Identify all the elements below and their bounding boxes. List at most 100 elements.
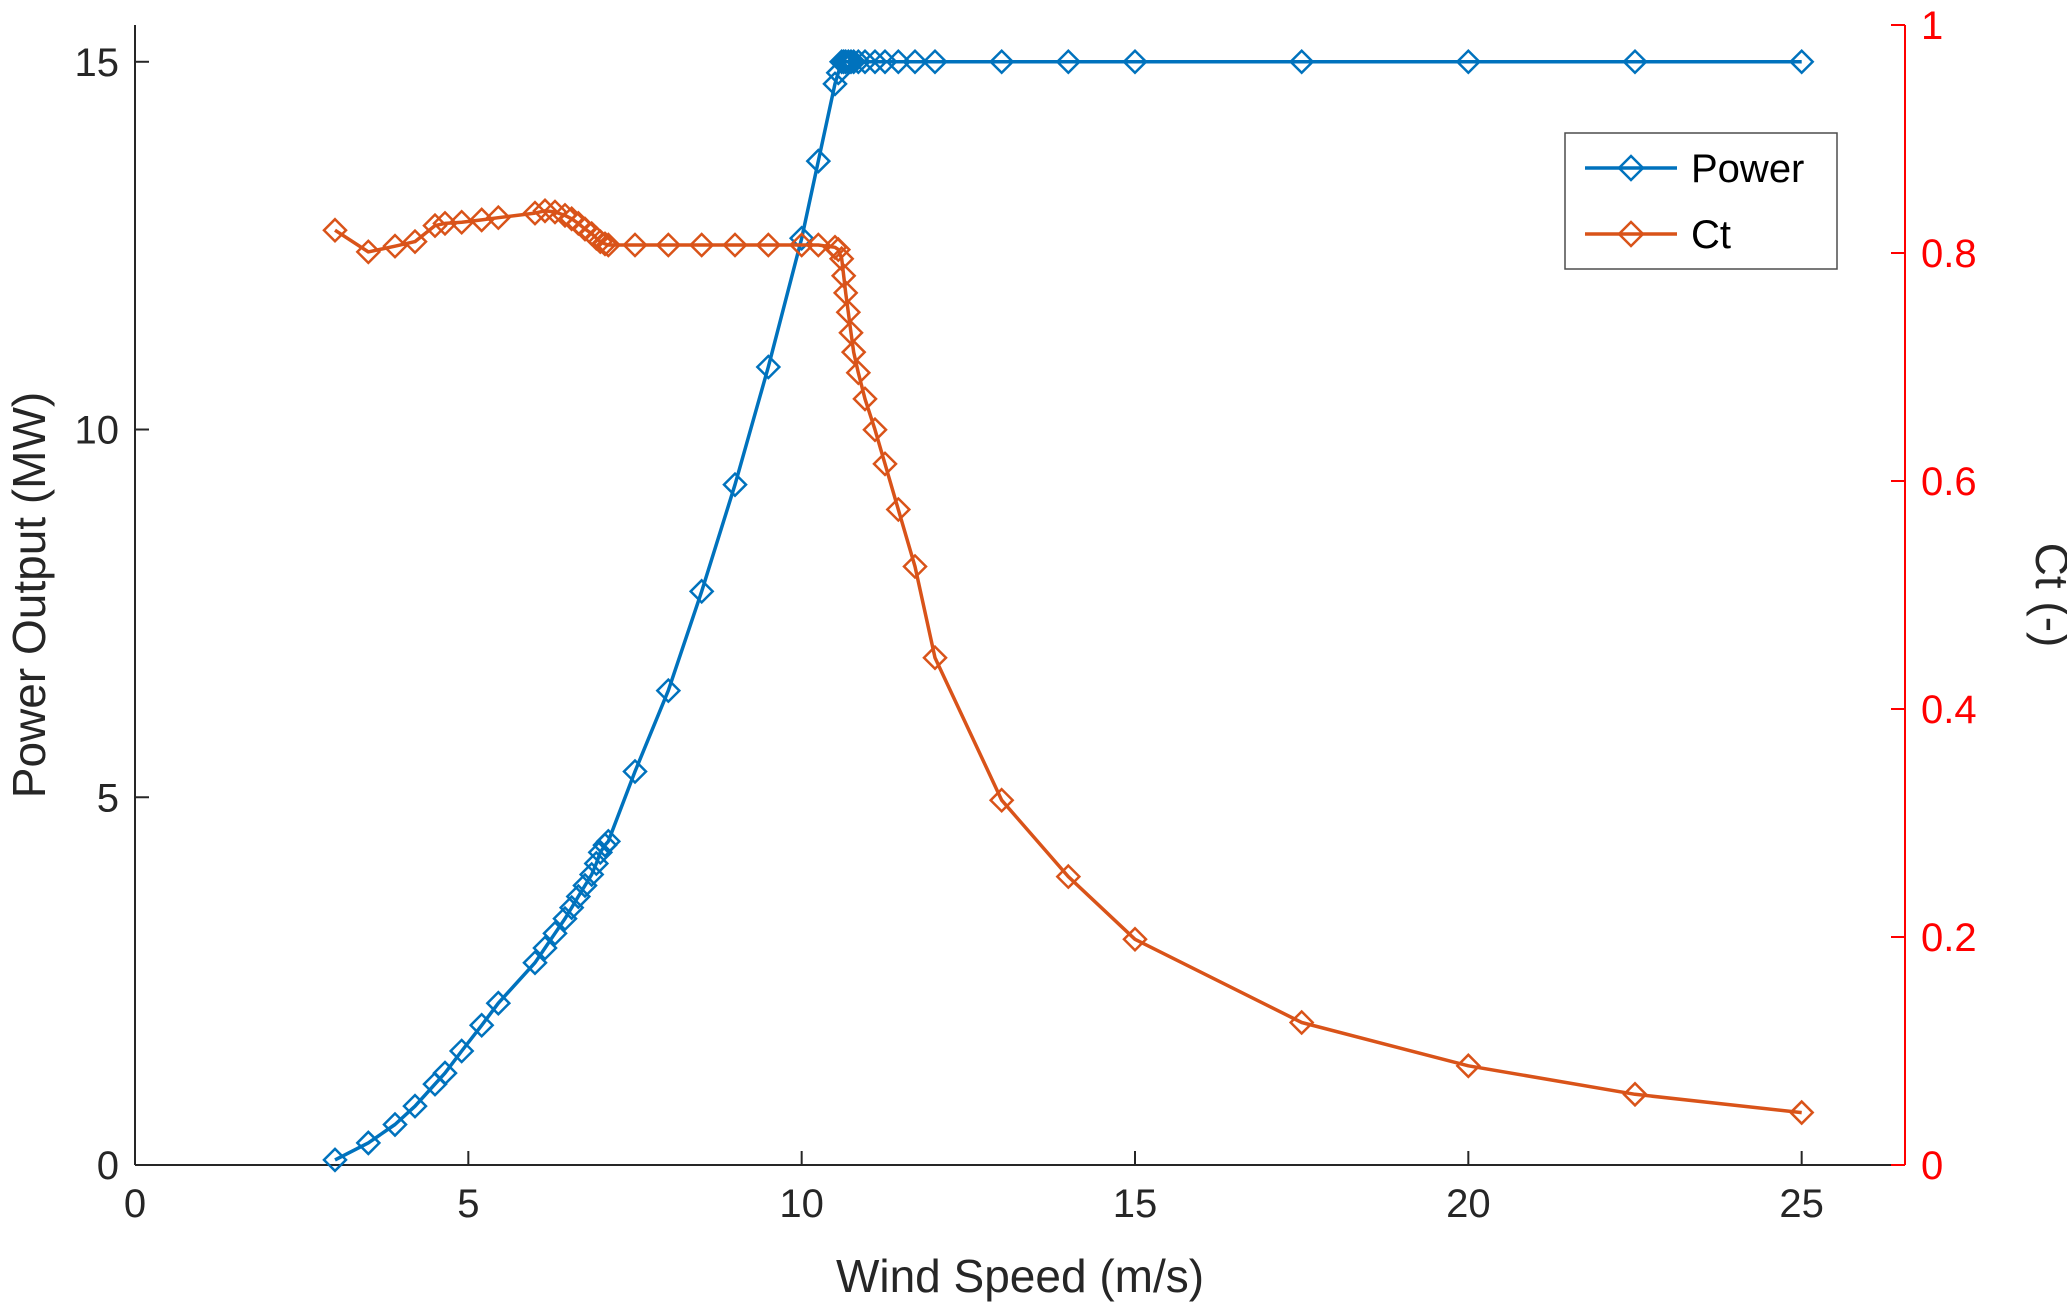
diamond-marker (852, 386, 878, 412)
diamond-marker (1788, 1099, 1815, 1126)
diamond-marker (885, 49, 912, 75)
diamond-marker (902, 553, 928, 580)
diamond-marker (805, 232, 832, 258)
diamond-marker (1055, 49, 1082, 75)
diamond-marker (845, 359, 872, 386)
diamond-marker (1122, 49, 1148, 75)
diamond-marker (828, 49, 855, 75)
diamond-marker (468, 1012, 495, 1039)
diamond-marker (448, 209, 475, 235)
diamond-marker (1288, 1009, 1315, 1036)
left-y-axis-label: Power Output (MW) (3, 392, 55, 798)
diamond-marker (830, 263, 857, 289)
x-axis-label: Wind Speed (m/s) (836, 1250, 1204, 1302)
diamond-marker (522, 949, 548, 976)
diamond-marker (862, 49, 888, 75)
diamond-marker (432, 1060, 458, 1086)
diamond-marker (1055, 863, 1082, 890)
diamond-marker (355, 239, 382, 265)
power-series-line (334, 60, 1802, 1162)
x-tick-label: 15 (1113, 1182, 1158, 1226)
diamond-marker (532, 935, 558, 961)
diamond-marker (852, 49, 878, 75)
diamond-marker (828, 245, 855, 272)
diamond-marker (805, 148, 832, 174)
diamond-marker (688, 232, 715, 258)
diamond-marker (902, 49, 928, 75)
x-tick-label: 0 (124, 1182, 146, 1226)
diamond-marker (382, 1111, 408, 1138)
diamond-marker (402, 1093, 428, 1119)
diamond-marker (592, 231, 618, 257)
diamond-marker (322, 1147, 348, 1173)
diamond-marker (402, 228, 428, 255)
diamond-marker (840, 339, 867, 365)
diamond-marker (722, 471, 748, 498)
legend-label-ct: Ct (1691, 213, 1731, 257)
diamond-marker (845, 49, 872, 75)
x-tick-label: 10 (779, 1182, 824, 1226)
diamond-marker (382, 233, 408, 259)
diamond-marker (755, 232, 782, 258)
ct-series-line (334, 209, 1802, 1115)
diamond-marker (825, 236, 852, 263)
diamond-marker (522, 200, 548, 226)
diamond-marker (1622, 49, 1648, 75)
diamond-marker (1788, 49, 1815, 75)
right-y-tick-label: 1 (1921, 4, 1943, 48)
diamond-marker (448, 1038, 475, 1064)
diamond-marker (572, 216, 598, 242)
diamond-marker (755, 354, 782, 380)
diamond-marker (655, 677, 682, 704)
diamond-marker (1622, 1081, 1648, 1108)
diamond-marker (1122, 926, 1148, 953)
diamond-marker (565, 883, 592, 910)
right-y-tick-label: 0.8 (1921, 232, 1977, 276)
left-y-tick-label: 15 (75, 41, 120, 85)
diamond-marker (988, 787, 1015, 813)
diamond-marker (885, 496, 912, 523)
plot-area: 0 5 10 15 20 25 0 5 10 15 0 0.2 0.4 0.6 0.8 1 Power Ct (75, 4, 1977, 1226)
diamond-marker (788, 232, 815, 258)
right-y-tick-label: 0.2 (1921, 916, 1977, 960)
x-tick-label: 25 (1779, 1182, 1824, 1226)
power-series-markers (322, 49, 1815, 1173)
diamond-marker (688, 578, 715, 605)
diamond-marker (572, 872, 598, 899)
diamond-marker (1455, 49, 1482, 75)
right-y-tick-label: 0.4 (1921, 688, 1977, 732)
right-y-tick-label: 0 (1921, 1144, 1943, 1188)
x-tick-label: 20 (1446, 1182, 1491, 1226)
diamond-marker (558, 894, 585, 921)
diamond-marker (1617, 220, 1645, 248)
diamond-marker (355, 1130, 382, 1156)
legend-box (1564, 132, 1838, 270)
diamond-marker (862, 416, 888, 443)
diamond-marker (587, 228, 614, 255)
diamond-marker (542, 920, 568, 947)
diamond-marker (1288, 49, 1315, 75)
left-y-tick-label: 0 (97, 1144, 119, 1188)
diamond-marker (622, 758, 648, 785)
diamond-marker (595, 232, 622, 258)
right-y-axis-label: Ct (-) (2026, 543, 2067, 648)
diamond-marker (622, 232, 648, 258)
ct-series-markers (322, 198, 1815, 1126)
right-y-tick-label: 0.6 (1921, 460, 1977, 504)
diamond-marker (1455, 1053, 1482, 1079)
diamond-marker (788, 225, 815, 252)
diamond-marker (1617, 154, 1645, 182)
left-y-tick-label: 5 (97, 776, 119, 820)
diamond-marker (485, 204, 512, 231)
legend-label-power: Power (1691, 147, 1804, 191)
diamond-marker (922, 49, 948, 75)
diamond-marker (422, 212, 448, 239)
diamond-marker (722, 232, 748, 258)
left-y-tick-label: 10 (75, 409, 120, 453)
diamond-marker (552, 905, 578, 932)
diamond-marker (922, 644, 948, 671)
diamond-marker (840, 49, 867, 75)
diamond-marker (552, 202, 578, 229)
